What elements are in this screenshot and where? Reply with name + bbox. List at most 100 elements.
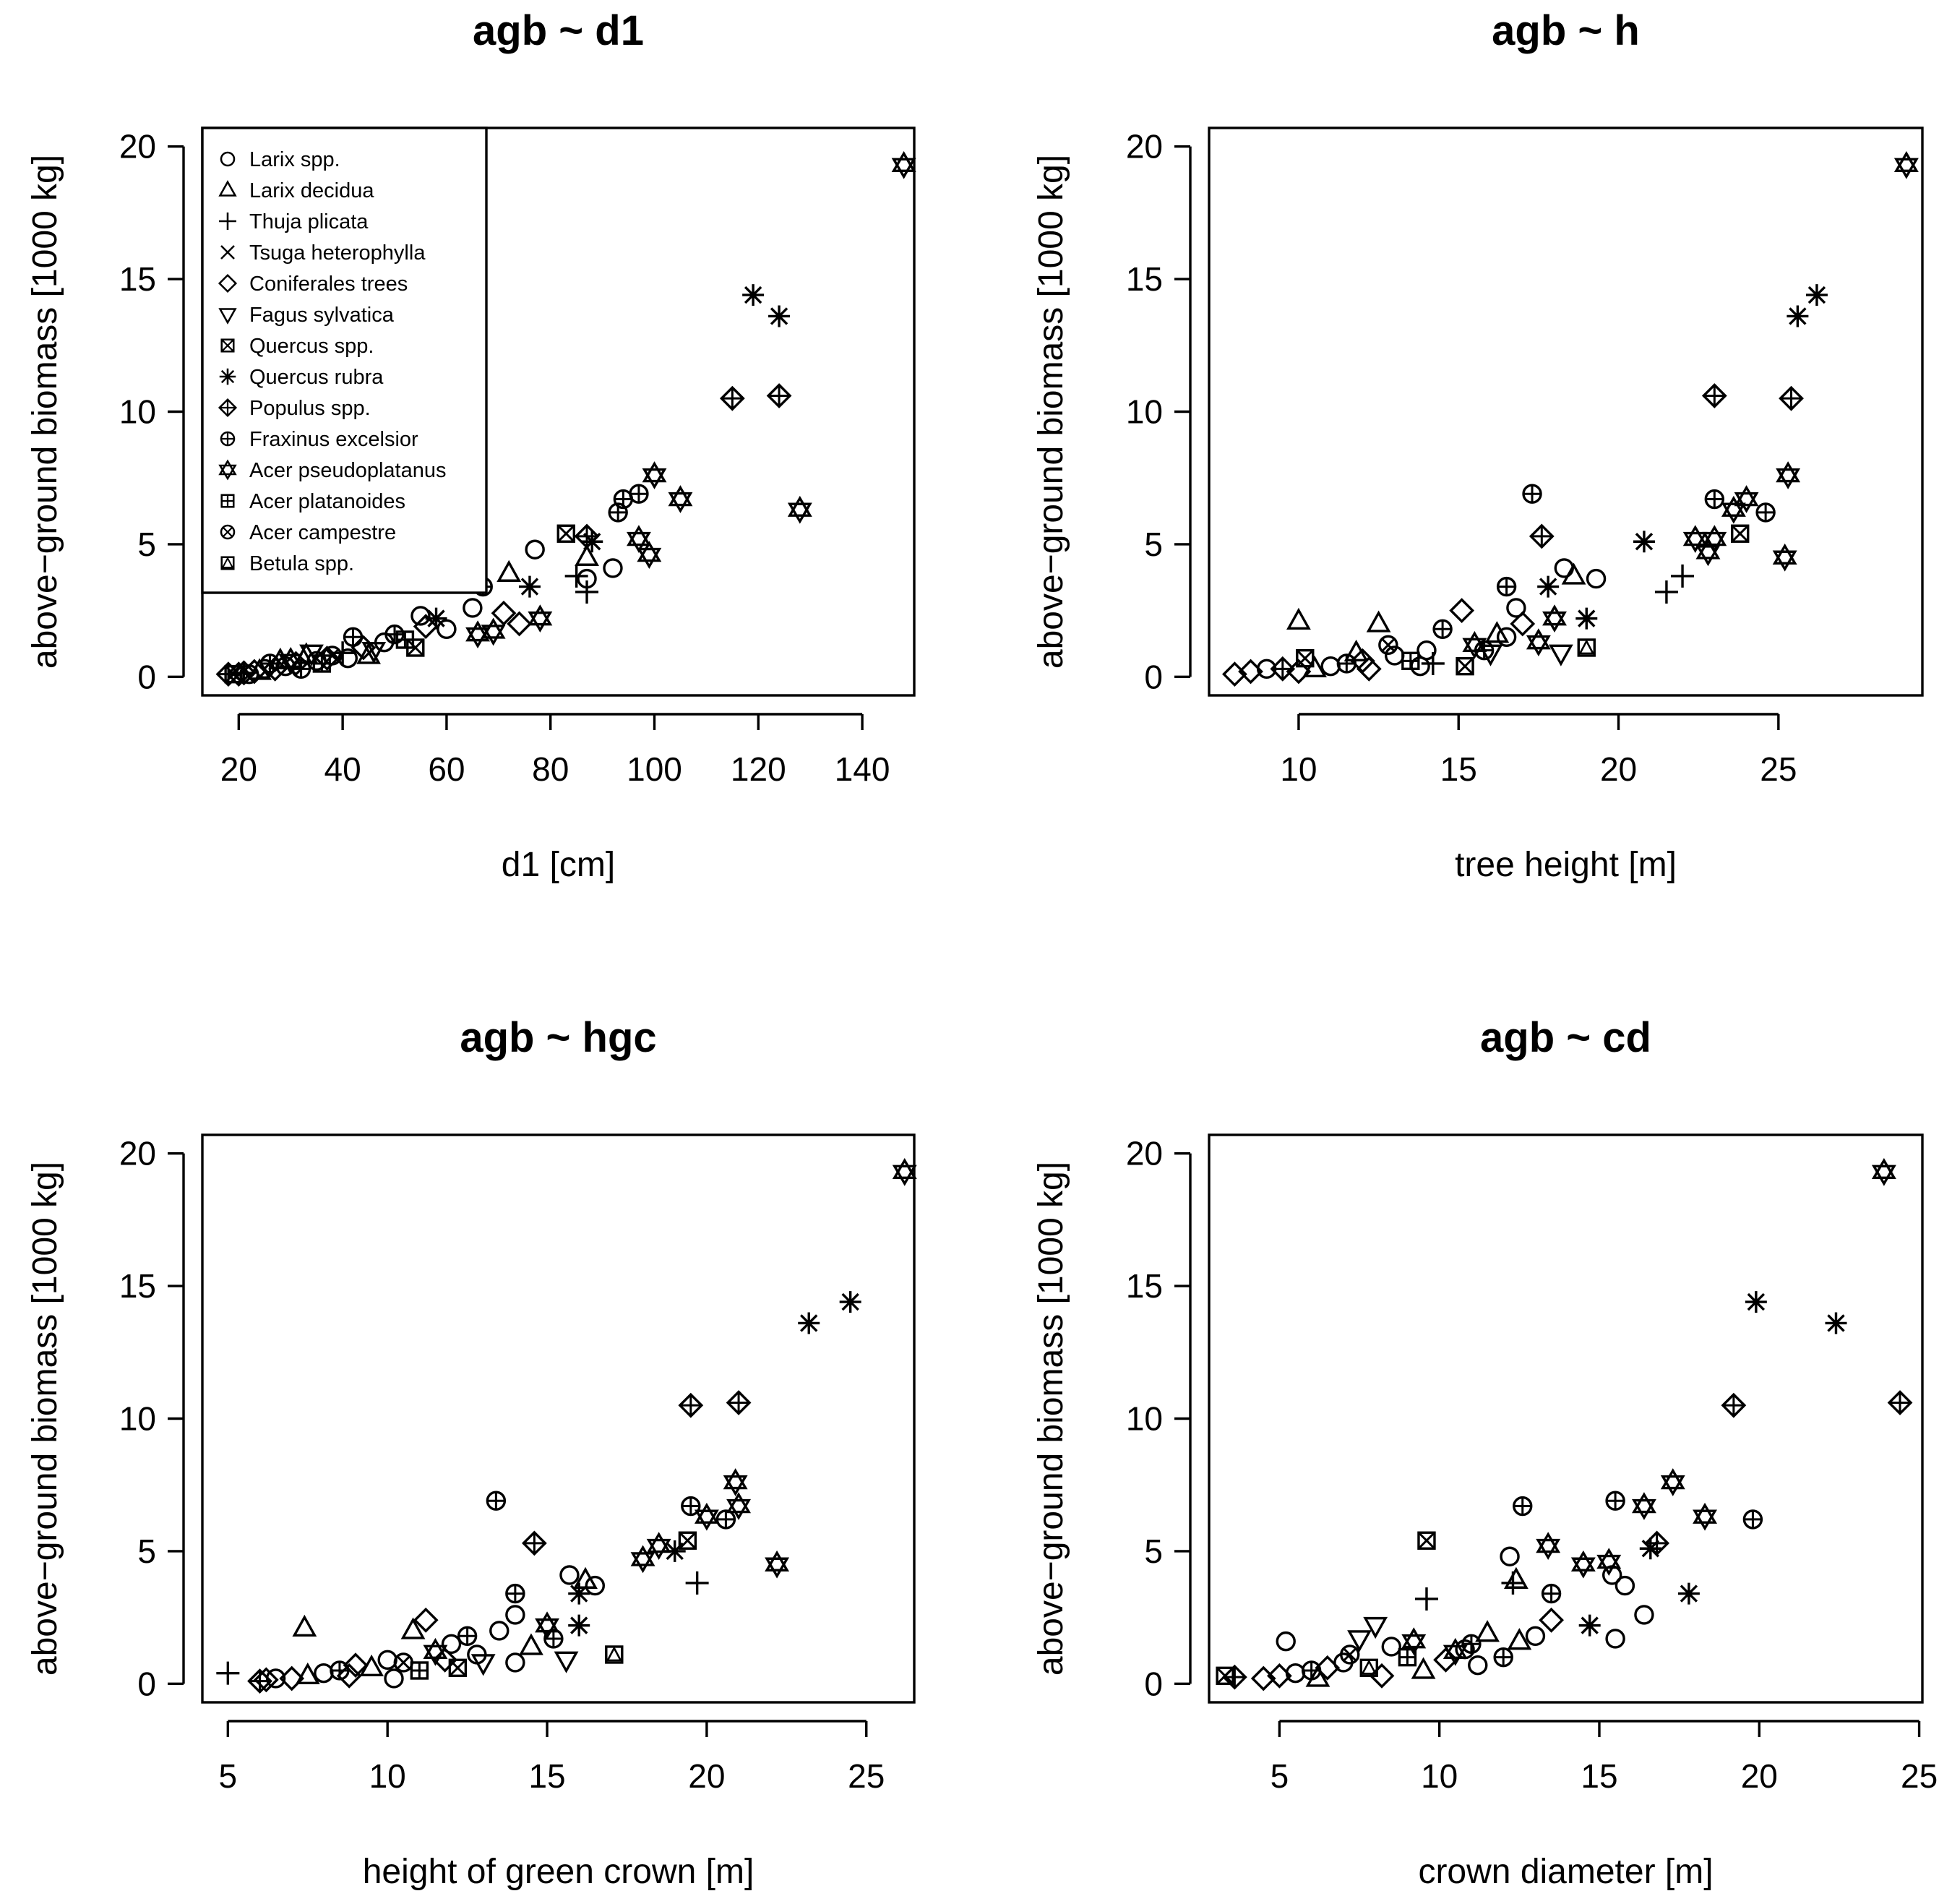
x-tick-label: 15 — [528, 1757, 565, 1795]
data-point — [497, 561, 520, 582]
data-point — [1529, 524, 1555, 549]
data-point — [720, 386, 745, 411]
y-tick-label: 15 — [1126, 260, 1163, 298]
data-point — [838, 1290, 863, 1314]
data-point — [1296, 648, 1315, 668]
data-point — [1525, 1626, 1546, 1646]
y-axis-label: above−ground biomass [1000 kg] — [26, 1162, 64, 1676]
data-point — [1638, 1536, 1663, 1561]
data-point — [1605, 1491, 1625, 1511]
data-point — [1500, 1570, 1526, 1596]
data-point — [554, 1651, 578, 1673]
data-point — [1410, 656, 1430, 677]
data-point — [1414, 1586, 1440, 1612]
data-point — [1468, 1655, 1488, 1676]
chart-title: agb ~ hgc — [460, 1014, 656, 1061]
data-point — [1577, 638, 1596, 657]
data-point — [726, 1390, 751, 1415]
data-point — [1597, 1548, 1620, 1575]
legend-label: Fraxinus excelsior — [249, 428, 418, 451]
data-point — [522, 1531, 547, 1556]
x-axis: 10 15 20 25 — [1280, 713, 1797, 788]
data-point — [741, 283, 765, 307]
data-point — [1773, 544, 1797, 570]
data-point — [343, 627, 364, 647]
data-point — [1539, 1608, 1564, 1632]
data-point — [715, 1509, 736, 1530]
data-point — [893, 1159, 916, 1185]
data-point — [723, 1469, 747, 1496]
data-point — [1476, 1621, 1499, 1642]
data-point — [1776, 462, 1800, 489]
data-point — [1493, 1647, 1513, 1668]
data-point — [1721, 1393, 1746, 1418]
legend-box — [201, 126, 488, 594]
x-tick-label: 20 — [688, 1757, 725, 1795]
data-point — [1677, 1581, 1701, 1606]
y-tick-label: 0 — [1144, 1665, 1163, 1702]
y-tick-label: 10 — [1126, 1400, 1163, 1438]
data-point — [1522, 484, 1542, 504]
data-point — [788, 497, 812, 523]
y-tick-label: 10 — [119, 393, 156, 431]
x-tick-label: 10 — [369, 1757, 406, 1795]
y-tick-label: 0 — [1144, 658, 1163, 695]
legend-symbol — [218, 367, 237, 386]
data-point — [563, 563, 590, 589]
chart-panel-3: agb ~ hgc 5 10 15 20 25 height of green crown … — [26, 1014, 916, 1891]
data-point — [1785, 304, 1810, 329]
data-point — [681, 1496, 701, 1517]
x-tick-label: 100 — [627, 750, 682, 788]
data-point — [1572, 1551, 1595, 1577]
data-point — [215, 1660, 241, 1686]
legend-label: Populus spp. — [249, 397, 371, 420]
data-point — [410, 1661, 429, 1680]
data-point — [377, 1650, 397, 1671]
legend-label: Quercus rubra — [249, 366, 384, 389]
y-tick-label: 10 — [1126, 393, 1163, 431]
data-point — [293, 1616, 317, 1637]
data-point — [1474, 640, 1495, 661]
data-point — [679, 1393, 703, 1418]
data-point — [668, 486, 692, 513]
data-point — [489, 1621, 510, 1641]
legend-label: Betula spp. — [249, 552, 354, 575]
data-point — [567, 1613, 591, 1638]
data-point — [1669, 563, 1695, 589]
data-points — [215, 1159, 916, 1694]
data-point — [1554, 558, 1574, 578]
data-point — [1271, 656, 1295, 682]
legend-label: Acer pseudoplatanus — [249, 459, 446, 482]
data-point — [1654, 579, 1680, 605]
chart-title: agb ~ d1 — [473, 7, 644, 54]
data-point — [525, 539, 545, 559]
y-tick-label: 10 — [119, 1400, 156, 1438]
data-point — [642, 462, 666, 489]
data-point — [393, 1652, 413, 1673]
data-point — [1873, 1159, 1896, 1185]
data-point — [505, 1605, 525, 1625]
y-tick-label: 20 — [1126, 1135, 1163, 1172]
legend-label: Thuja plicata — [249, 210, 369, 233]
y-tick-label: 15 — [119, 1267, 156, 1305]
data-point — [437, 619, 457, 639]
data-point — [1505, 1568, 1528, 1589]
data-point — [463, 598, 483, 618]
x-axis-label: tree height [m] — [1455, 846, 1677, 884]
y-axis: 0 5 10 15 20 — [1126, 128, 1192, 695]
data-point — [1420, 651, 1446, 677]
x-axis: 5 10 15 20 25 — [219, 1720, 885, 1795]
y-tick-label: 15 — [1126, 1267, 1163, 1305]
y-tick-label: 15 — [119, 260, 156, 298]
legend: Larix spp. Larix decidua Thuja plicata Tsug… — [201, 126, 488, 594]
data-point — [1320, 656, 1341, 677]
x-tick-label: 15 — [1581, 1757, 1617, 1795]
x-tick-label: 10 — [1280, 750, 1317, 788]
x-tick-label: 5 — [219, 1757, 238, 1795]
data-point — [1755, 502, 1776, 523]
y-tick-label: 0 — [137, 658, 156, 695]
data-point — [892, 152, 916, 179]
y-axis: 0 5 10 15 20 — [119, 1135, 185, 1702]
data-point — [1549, 644, 1573, 666]
